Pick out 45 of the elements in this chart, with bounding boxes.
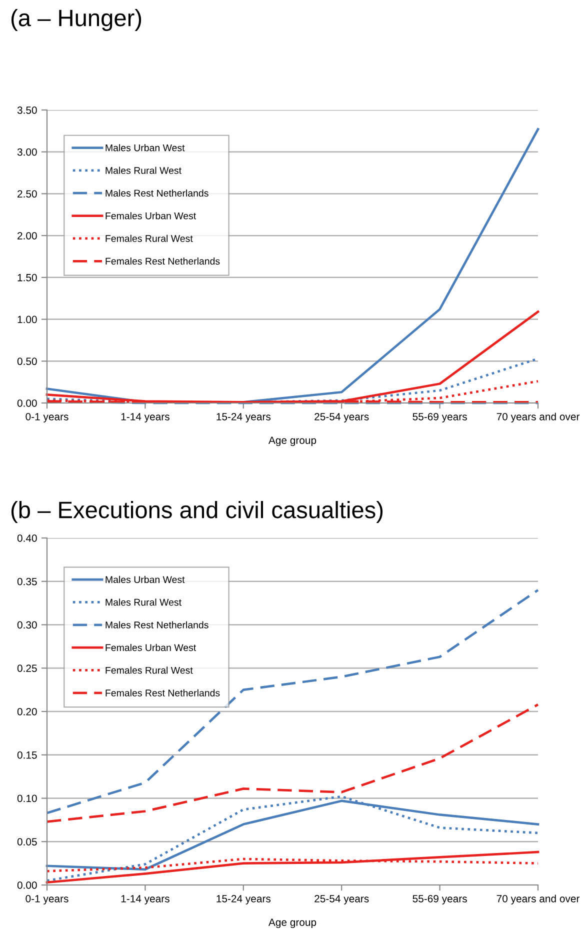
y-tick-label: 3.00 xyxy=(17,148,37,156)
y-tick-label: 0.05 xyxy=(17,838,37,846)
legend-label: Females Rural West xyxy=(106,234,193,242)
y-tick-label: 0.10 xyxy=(17,794,37,802)
x-tick-label: 0-1 years xyxy=(26,412,68,422)
x-tick-label: 15-24 years xyxy=(216,894,271,904)
x-axis-title: Age group xyxy=(268,918,316,928)
x-tick-label: 55-69 years xyxy=(412,894,467,904)
x-tick-label: 55-69 years xyxy=(412,412,467,422)
legend-label: Males Rest Netherlands xyxy=(106,189,208,197)
y-tick-label: 1.00 xyxy=(18,316,37,324)
legend-label: Females Rural West xyxy=(106,666,193,674)
legend-label: Females Rest Netherlands xyxy=(106,257,220,265)
x-tick-label: 25-54 years xyxy=(314,894,369,904)
y-tick-label: 0.40 xyxy=(17,534,37,542)
x-tick-label: 0-1 years xyxy=(26,894,68,904)
chart-title: (b – Executions and civil casualties) xyxy=(11,500,383,523)
y-tick-label: 0.20 xyxy=(17,708,37,716)
y-tick-label: 0.15 xyxy=(17,751,37,759)
legend-label: Females Rest Netherlands xyxy=(106,689,220,696)
legend-label: Females Urban West xyxy=(106,212,196,220)
legend-label: Males Urban West xyxy=(106,144,185,152)
x-tick-label: 1-14 years xyxy=(121,895,170,904)
y-tick-label: 3.50 xyxy=(17,106,37,114)
y-tick-label: 0.50 xyxy=(17,358,37,366)
y-tick-label: 2.00 xyxy=(18,232,37,240)
legend-label: Males Urban West xyxy=(106,576,185,584)
x-tick-label: 15-24 years xyxy=(216,412,271,422)
legend-label: Males Rest Netherlands xyxy=(106,621,208,628)
x-tick-label: 70 years and over xyxy=(496,412,580,422)
x-tick-label: 25-54 years xyxy=(314,412,369,422)
y-tick-label: 0.25 xyxy=(17,664,37,672)
y-tick-label: 0.30 xyxy=(17,621,37,629)
x-axis-title: Age group xyxy=(268,436,316,446)
y-tick-label: 0.00 xyxy=(17,400,37,407)
y-tick-label: 0.35 xyxy=(17,578,37,586)
x-tick-label: 1-14 years xyxy=(121,413,170,422)
x-tick-label: 70 years and over xyxy=(496,894,580,904)
legend-label: Females Urban West xyxy=(106,644,196,652)
legend-label: Males Rural West xyxy=(106,166,182,174)
legend-label: Males Rural West xyxy=(106,598,182,606)
y-tick-label: 1.50 xyxy=(18,274,37,282)
y-tick-label: 0.00 xyxy=(17,882,37,889)
y-tick-label: 2.50 xyxy=(18,190,37,198)
chart-title: (a – Hunger) xyxy=(11,8,142,32)
